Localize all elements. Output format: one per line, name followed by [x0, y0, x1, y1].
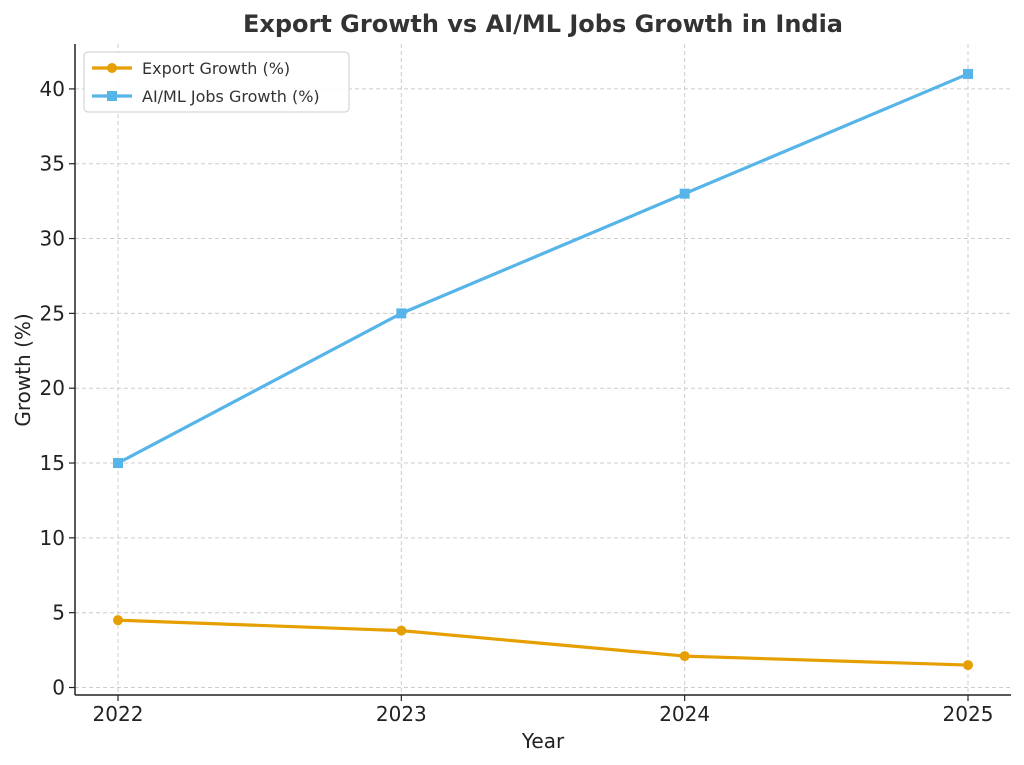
x-tick-label: 2024: [659, 702, 710, 726]
y-tick-label: 30: [40, 227, 65, 251]
legend-marker: [107, 91, 117, 101]
x-axis-label: Year: [521, 729, 565, 753]
legend-box: [83, 51, 350, 113]
y-axis-label: Growth (%): [11, 313, 35, 426]
y-tick-label: 35: [40, 152, 65, 176]
y-tick-label: 5: [52, 601, 65, 625]
data-point-marker: [396, 625, 407, 636]
data-point-marker: [963, 68, 973, 79]
y-tick-label: 10: [40, 526, 65, 550]
y-tick-label: 15: [40, 451, 65, 475]
x-tick-label: 2022: [93, 702, 144, 726]
legend-label: AI/ML Jobs Growth (%): [142, 87, 320, 106]
legend: Export Growth (%) AI/ML Jobs Growth (%): [83, 51, 350, 113]
y-tick-label: 40: [40, 77, 65, 101]
data-point-marker: [963, 660, 973, 671]
series-line-0: [117, 618, 969, 667]
data-point-marker: [679, 188, 690, 199]
x-tick-label: 2023: [376, 702, 427, 726]
data-point-marker: [396, 308, 407, 319]
series-line-1: [117, 72, 969, 465]
y-tick-label: 20: [40, 376, 65, 400]
grid: [75, 44, 1011, 695]
data-point-marker: [679, 651, 690, 662]
data-point-marker: [113, 615, 123, 626]
chart-title: Export Growth vs AI/ML Jobs Growth in In…: [243, 10, 843, 38]
legend-marker: [107, 63, 117, 73]
data-point-marker: [113, 458, 123, 469]
legend-label: Export Growth (%): [142, 59, 290, 78]
axes: [74, 44, 1011, 696]
series: [113, 68, 973, 671]
y-tick-label: 25: [40, 301, 65, 325]
y-tick-label: 0: [52, 676, 65, 700]
x-tick-label: 2025: [943, 702, 994, 726]
